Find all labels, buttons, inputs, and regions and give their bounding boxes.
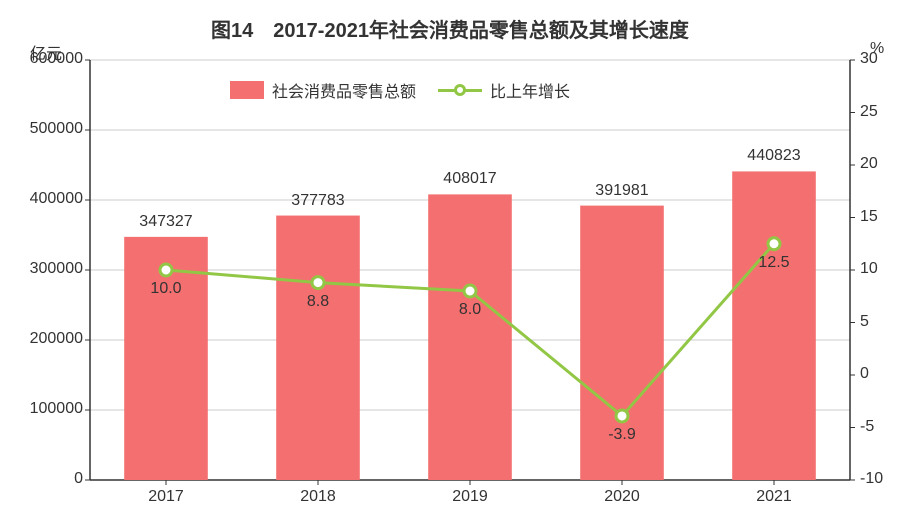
legend-bar-label: 社会消费品零售总额 — [272, 78, 416, 102]
y-left-tick: 0 — [15, 470, 83, 488]
line-marker — [160, 264, 172, 276]
y-left-tick: 500000 — [15, 120, 83, 138]
bar-value-label: 408017 — [420, 170, 520, 188]
y-right-tick: 15 — [860, 208, 900, 226]
y-right-tick: -10 — [860, 470, 900, 488]
y-left-tick: 100000 — [15, 400, 83, 418]
chart-title: 图14 2017-2021年社会消费品零售总额及其增长速度 — [0, 14, 900, 43]
x-category-label: 2020 — [582, 488, 662, 506]
y-right-tick: 0 — [860, 365, 900, 383]
bar-value-label: 440823 — [724, 147, 824, 165]
y-right-tick: 30 — [860, 50, 900, 68]
x-category-label: 2021 — [734, 488, 814, 506]
line-value-label: 8.8 — [283, 293, 353, 311]
line-marker — [312, 277, 324, 289]
legend-line-label: 比上年增长 — [490, 78, 570, 102]
line-value-label: 8.0 — [435, 301, 505, 319]
line-value-label: 12.5 — [739, 254, 809, 272]
y-right-tick: -5 — [860, 418, 900, 436]
bar — [276, 216, 360, 480]
retail-sales-chart: 图14 2017-2021年社会消费品零售总额及其增长速度亿元%01000002… — [0, 0, 900, 530]
bar — [732, 171, 816, 480]
bar-value-label: 377783 — [268, 192, 368, 210]
y-right-tick: 25 — [860, 103, 900, 121]
x-category-label: 2019 — [430, 488, 510, 506]
bar-value-label: 391981 — [572, 182, 672, 200]
y-left-tick: 600000 — [15, 50, 83, 68]
y-left-tick: 200000 — [15, 330, 83, 348]
line-marker — [616, 410, 628, 422]
line-marker — [464, 285, 476, 297]
line-marker — [768, 238, 780, 250]
line-value-label: 10.0 — [131, 280, 201, 298]
y-left-tick: 400000 — [15, 190, 83, 208]
y-right-tick: 20 — [860, 155, 900, 173]
x-category-label: 2017 — [126, 488, 206, 506]
y-right-tick: 10 — [860, 260, 900, 278]
legend-line-swatch — [438, 81, 482, 99]
bar-value-label: 347327 — [116, 213, 216, 231]
bar — [428, 194, 512, 480]
y-right-tick: 5 — [860, 313, 900, 331]
legend-bar-swatch — [230, 81, 264, 99]
legend: 社会消费品零售总额 比上年增长 — [230, 78, 570, 102]
x-category-label: 2018 — [278, 488, 358, 506]
line-value-label: -3.9 — [587, 426, 657, 444]
y-left-tick: 300000 — [15, 260, 83, 278]
